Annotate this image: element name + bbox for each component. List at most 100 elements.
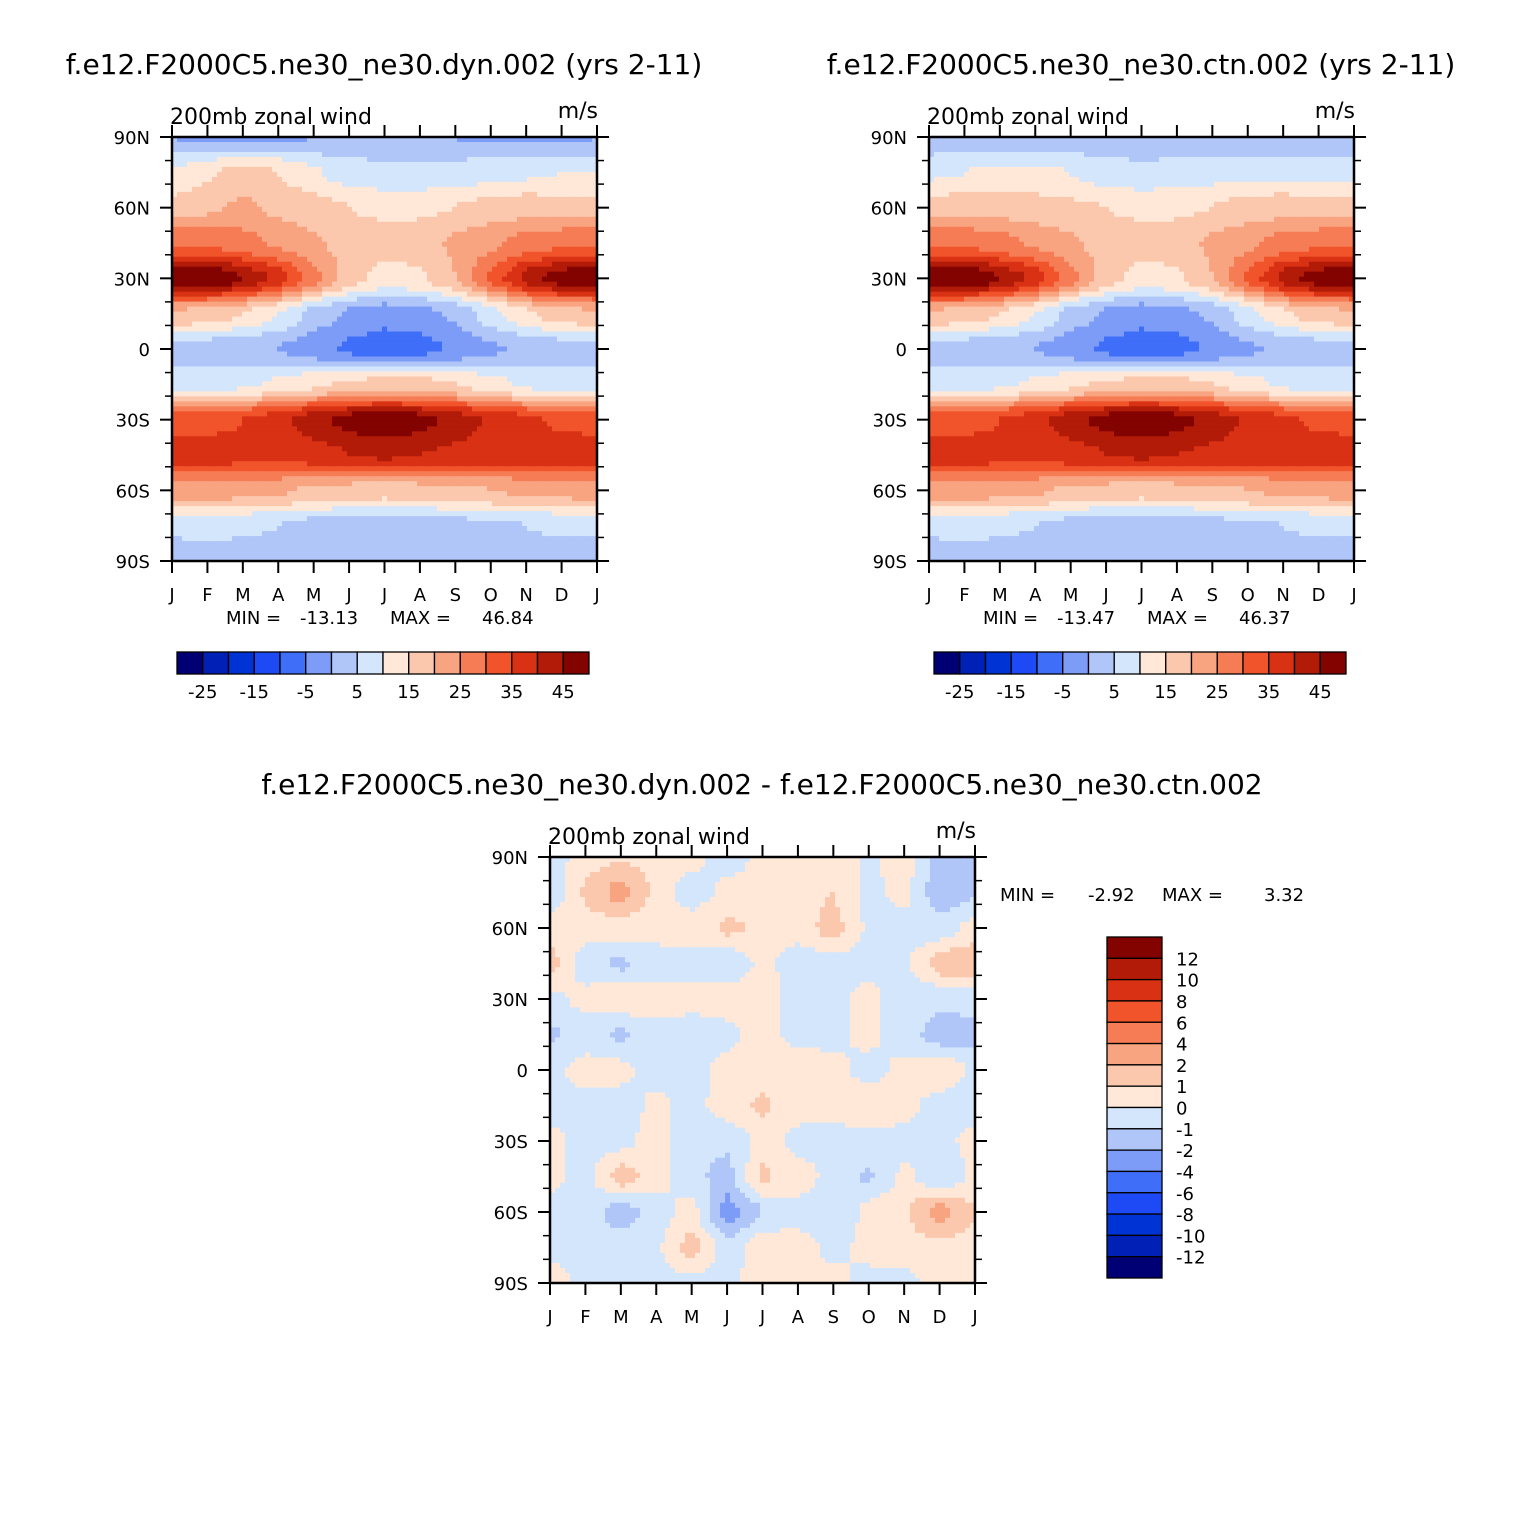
heatmap-cell [287, 336, 293, 343]
heatmap-cell [537, 266, 543, 273]
heatmap-cell [442, 156, 448, 163]
heatmap-cell [327, 416, 333, 422]
heatmap-cell [482, 311, 488, 318]
heatmap-cell [457, 156, 463, 163]
heatmap-cell [227, 251, 233, 258]
heatmap-cell [352, 416, 358, 422]
heatmap-cell [232, 137, 238, 143]
heatmap-cell [477, 236, 483, 243]
heatmap-cell [317, 206, 323, 213]
heatmap-cell [562, 411, 568, 417]
heatmap-cell [187, 251, 193, 258]
heatmap-cell [357, 321, 363, 328]
heatmap-cell [427, 146, 433, 153]
heatmap-cell [352, 321, 358, 328]
heatmap-cell [447, 211, 453, 218]
heatmap-cell [342, 281, 348, 288]
heatmap-cell [552, 281, 558, 288]
heatmap-cell [377, 206, 383, 213]
heatmap-cell [327, 391, 333, 397]
heatmap-cell [237, 396, 243, 402]
heatmap-cell [487, 331, 493, 338]
heatmap-cell [537, 306, 543, 313]
heatmap-cell [492, 311, 498, 318]
heatmap-cell [467, 226, 473, 233]
heatmap-cell [342, 266, 348, 273]
heatmap-cell [432, 301, 438, 308]
heatmap-cell [262, 236, 268, 243]
heatmap-cell [567, 336, 573, 343]
heatmap-cell [472, 216, 478, 223]
heatmap-cell [382, 171, 388, 178]
heatmap-cell [397, 421, 403, 427]
heatmap-cell [412, 391, 418, 397]
heatmap-cell [502, 341, 508, 348]
heatmap-cell [552, 346, 558, 353]
heatmap-cell [227, 406, 233, 412]
heatmap-cell [237, 261, 243, 268]
heatmap-cell [567, 256, 573, 263]
heatmap-cell [587, 341, 593, 348]
heatmap-cell [242, 396, 248, 402]
heatmap-cell [352, 256, 358, 263]
heatmap-cell [472, 296, 478, 303]
heatmap-cell [212, 416, 218, 422]
heatmap-cell [382, 191, 388, 198]
heatmap-cell [257, 341, 263, 348]
heatmap-cell [567, 296, 573, 303]
heatmap-cell [582, 251, 588, 258]
heatmap-cell [197, 371, 203, 378]
heatmap-cell [212, 171, 218, 178]
heatmap-cell [467, 206, 473, 213]
heatmap-cell [507, 276, 513, 283]
heatmap-cell [587, 381, 593, 388]
heatmap-cell [347, 261, 353, 268]
heatmap-cell [417, 251, 423, 258]
heatmap-cell [247, 321, 253, 328]
heatmap-cell [502, 331, 508, 338]
heatmap-cell [352, 301, 358, 308]
heatmap-cell [582, 211, 588, 218]
heatmap-cell [442, 381, 448, 388]
heatmap-cell [552, 181, 558, 188]
heatmap-cell [497, 176, 503, 183]
heatmap-cell [222, 211, 228, 218]
heatmap-cell [312, 406, 318, 412]
heatmap-cell [522, 276, 528, 283]
heatmap-cell [442, 376, 448, 383]
heatmap-cell [332, 286, 338, 293]
heatmap-cell [537, 316, 543, 323]
heatmap-cell [217, 386, 223, 392]
heatmap-cell [222, 301, 228, 308]
heatmap-cell [252, 351, 258, 358]
heatmap-cell [212, 156, 218, 163]
heatmap-cell [447, 326, 453, 333]
heatmap-cell [402, 416, 408, 422]
heatmap-cell [297, 266, 303, 273]
heatmap-cell [342, 381, 348, 388]
heatmap-cell [482, 381, 488, 388]
heatmap-cell [532, 301, 538, 308]
heatmap-cell [257, 146, 263, 153]
heatmap-cell [277, 266, 283, 273]
heatmap-cell [267, 391, 273, 397]
heatmap-cell [477, 181, 483, 188]
heatmap-cell [537, 137, 543, 143]
heatmap-cell [237, 191, 243, 198]
heatmap-cell [302, 146, 308, 153]
heatmap-cell [547, 366, 553, 373]
heatmap-cell [412, 156, 418, 163]
heatmap-cell [472, 286, 478, 293]
heatmap-cell [482, 146, 488, 153]
heatmap-cell [382, 236, 388, 243]
heatmap-cell [572, 371, 578, 378]
heatmap-cell [327, 186, 333, 193]
heatmap-cell [322, 181, 328, 188]
heatmap-cell [557, 356, 563, 363]
heatmap-cell [397, 331, 403, 338]
heatmap-cell [437, 171, 443, 178]
heatmap-cell [547, 396, 553, 402]
heatmap-cell [252, 371, 258, 378]
heatmap-cell [482, 426, 488, 432]
heatmap-cell [522, 386, 528, 392]
